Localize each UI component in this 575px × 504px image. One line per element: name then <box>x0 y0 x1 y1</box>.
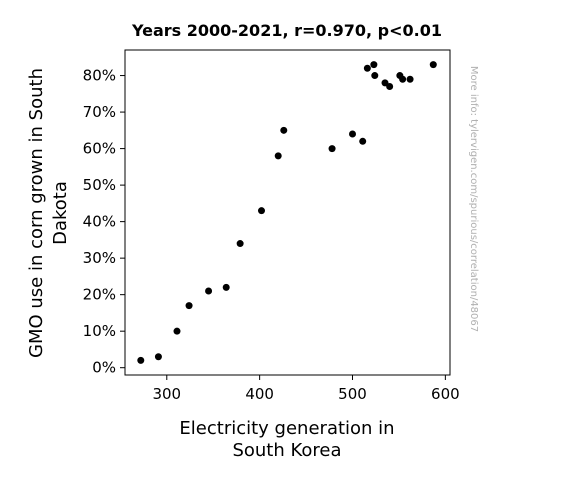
x-tick-label: 300 <box>152 385 181 403</box>
data-point <box>274 152 282 160</box>
data-point <box>406 75 414 83</box>
data-point <box>371 72 379 80</box>
data-point <box>328 145 336 153</box>
data-point <box>280 126 288 134</box>
data-point <box>349 130 356 138</box>
y-axis-label-line-1: GMO use in corn grown in South <box>26 68 47 358</box>
y-tick-label: 0% <box>92 359 116 377</box>
data-point <box>222 283 230 291</box>
data-point <box>137 356 145 364</box>
data-point <box>429 61 437 69</box>
y-tick-label: 10% <box>83 322 116 340</box>
plot-area <box>124 49 451 376</box>
data-point <box>359 137 367 145</box>
chart-title: Years 2000-2021, r=0.970, p<0.01 <box>131 21 442 40</box>
watermark-text: More info: tylervigen.com/spurious/corre… <box>468 66 479 332</box>
data-point <box>258 207 265 215</box>
data-point <box>386 83 394 91</box>
data-points <box>137 61 437 364</box>
data-point <box>236 240 244 248</box>
y-tick-label: 40% <box>83 213 116 231</box>
y-axis-label-line-2: Dakota <box>50 181 71 245</box>
x-tick-label: 500 <box>338 385 367 403</box>
y-tick-label: 20% <box>83 286 116 304</box>
data-point <box>154 353 162 361</box>
x-axis-label-line-1: Electricity generation in <box>179 418 394 439</box>
y-tick-label: 30% <box>83 249 116 267</box>
data-point <box>363 64 371 72</box>
x-tick-label: 600 <box>431 385 460 403</box>
data-point <box>173 327 181 335</box>
y-tick-label: 70% <box>83 103 116 121</box>
data-point <box>185 302 193 310</box>
y-axis: 0% 10% 20% 30% 40% 50% 60% 70% 80% <box>83 67 125 377</box>
data-point <box>399 75 407 83</box>
y-tick-label: 60% <box>83 140 116 158</box>
x-axis-label-line-2: South Korea <box>232 440 341 461</box>
y-tick-label: 80% <box>83 67 116 85</box>
data-point <box>205 287 213 295</box>
data-point <box>370 61 378 69</box>
y-tick-label: 50% <box>83 176 116 194</box>
x-tick-label: 400 <box>245 385 274 403</box>
x-axis: 300 400 500 600 <box>152 375 460 403</box>
